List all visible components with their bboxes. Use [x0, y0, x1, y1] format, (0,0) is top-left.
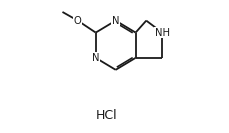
Text: N: N	[92, 53, 99, 63]
Text: O: O	[74, 16, 81, 26]
Text: N: N	[112, 16, 119, 26]
Text: NH: NH	[154, 28, 169, 38]
Text: HCl: HCl	[96, 109, 117, 122]
